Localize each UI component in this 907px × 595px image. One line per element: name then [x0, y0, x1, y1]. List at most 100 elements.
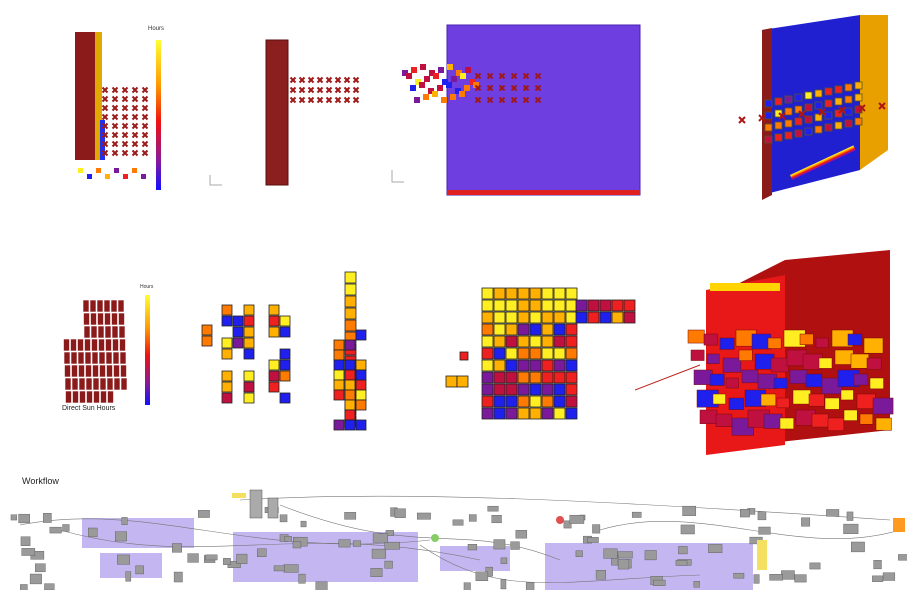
cell: [103, 299, 111, 313]
cell: [575, 299, 588, 312]
cross-marker: [298, 96, 306, 104]
node: [872, 575, 884, 582]
cross-marker: [878, 102, 886, 110]
node: [384, 541, 400, 550]
cell: [541, 287, 554, 300]
node: [35, 563, 46, 573]
cell: [784, 131, 793, 140]
cell: [232, 337, 244, 349]
cell: [493, 323, 506, 336]
node: [592, 524, 601, 534]
cross-marker: [498, 72, 506, 80]
node: [284, 536, 292, 542]
cell: [565, 383, 578, 396]
cell: [481, 359, 494, 372]
cell: [64, 377, 72, 391]
cell: [517, 383, 530, 396]
cell: [460, 73, 466, 79]
cross-marker: [474, 84, 482, 92]
cell: [71, 364, 78, 378]
cell: [575, 311, 588, 324]
block: [773, 377, 788, 389]
cross-marker: [510, 96, 518, 104]
block: [770, 357, 789, 373]
legend-title: Hours: [148, 26, 164, 32]
cell: [517, 371, 530, 384]
cross-marker: [289, 96, 297, 104]
cell: [70, 351, 78, 365]
block: [850, 353, 870, 369]
cell: [824, 99, 833, 108]
node: [467, 544, 478, 551]
cross-marker: [307, 86, 315, 94]
block: [738, 349, 753, 361]
cross-marker: [121, 122, 129, 130]
cross-marker: [121, 149, 129, 157]
block: [728, 397, 744, 410]
node: [893, 518, 905, 532]
block: [709, 373, 725, 386]
wire: [599, 521, 901, 539]
cell: [344, 399, 356, 411]
cell: [505, 383, 518, 396]
cell: [774, 109, 783, 118]
cell: [794, 93, 803, 102]
cross-marker: [858, 104, 866, 112]
cell: [553, 407, 566, 420]
cell: [481, 383, 494, 396]
cell: [505, 407, 518, 420]
cell: [774, 97, 783, 106]
cell: [104, 312, 111, 326]
cell: [541, 335, 554, 348]
cell: [97, 312, 104, 326]
cell: [99, 364, 106, 378]
cell: [87, 174, 92, 179]
cell: [96, 299, 104, 313]
cell: [355, 419, 367, 431]
cell: [493, 395, 506, 408]
cell: [814, 89, 823, 98]
cross-marker: [325, 96, 333, 104]
node-dot: [556, 516, 564, 524]
cell: [505, 311, 518, 324]
block: [722, 357, 742, 373]
node: [826, 509, 840, 517]
cell: [243, 381, 255, 393]
node: [62, 524, 70, 532]
block: [693, 369, 713, 385]
cell: [469, 79, 475, 85]
block: [815, 337, 829, 349]
cell: [611, 299, 624, 312]
cross-marker: [522, 72, 530, 80]
cross-marker: [522, 96, 530, 104]
block: [859, 413, 874, 425]
node: [617, 551, 633, 559]
cell: [268, 315, 280, 327]
cell: [221, 370, 233, 382]
cell: [493, 311, 506, 324]
cell: [243, 392, 255, 404]
cross-marker: [121, 95, 129, 103]
cell: [112, 351, 120, 365]
block: [824, 397, 840, 410]
cell: [243, 315, 255, 327]
node: [385, 530, 394, 536]
cell: [623, 311, 636, 324]
cell: [119, 338, 126, 352]
cell: [481, 347, 494, 360]
block: [843, 409, 858, 421]
cross-marker: [111, 86, 119, 94]
cell: [565, 395, 578, 408]
node: [43, 513, 52, 523]
cross-marker: [352, 96, 360, 104]
axis-glyph: [209, 175, 222, 186]
cell: [844, 107, 853, 116]
cross-marker: [101, 95, 109, 103]
cell: [529, 347, 542, 360]
cell: [824, 123, 833, 132]
cross-marker: [289, 76, 297, 84]
node: [843, 523, 859, 534]
node: [20, 536, 31, 546]
node: [257, 548, 267, 557]
cross-marker: [778, 112, 786, 120]
